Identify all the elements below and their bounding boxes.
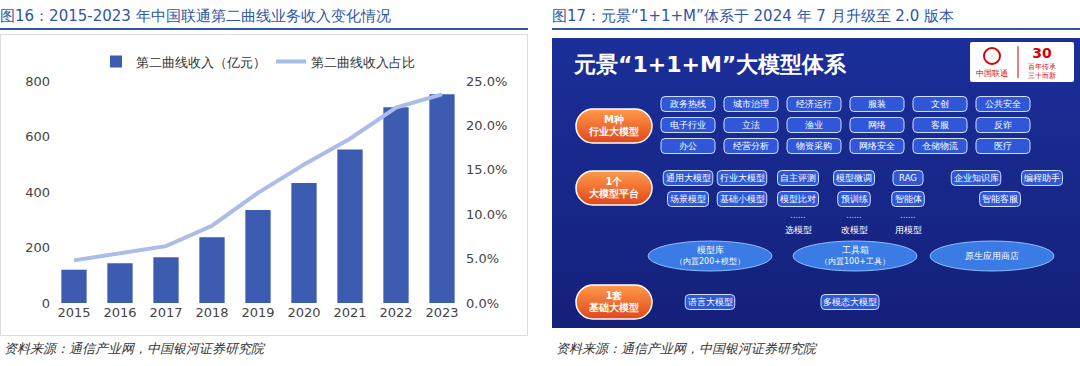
svg-text:1个: 1个 xyxy=(606,176,624,187)
svg-text:基础大模型: 基础大模型 xyxy=(588,302,639,313)
svg-text:RAG: RAG xyxy=(899,173,917,183)
svg-text:M种: M种 xyxy=(604,114,624,125)
html-text:图17：元景“1+1+M”体系于 2024 年 7 月升级至: 图17：元景“1+1+M”体系于 2024 年 7 月升级至 2.0 版本 xyxy=(552,7,954,25)
svg-text:5.0%: 5.0% xyxy=(466,251,499,266)
svg-text:2020: 2020 xyxy=(287,305,320,320)
svg-text:2018: 2018 xyxy=(195,305,228,320)
svg-text:自主评测: 自主评测 xyxy=(780,173,816,183)
svg-text:预训练: 预训练 xyxy=(841,194,868,204)
svg-text:工具箱: 工具箱 xyxy=(842,245,869,255)
svg-text:（内置200+模型）: （内置200+模型） xyxy=(675,257,745,266)
svg-text:反诈: 反诈 xyxy=(994,120,1012,130)
svg-text:智能体: 智能体 xyxy=(895,194,922,204)
svg-text:2015: 2015 xyxy=(57,305,90,320)
svg-text:公共安全: 公共安全 xyxy=(985,99,1021,109)
svg-text:（内置100+工具）: （内置100+工具） xyxy=(820,257,890,266)
svg-text:语言大模型: 语言大模型 xyxy=(688,297,733,307)
svg-text:......: ...... xyxy=(900,211,915,220)
svg-text:网络安全: 网络安全 xyxy=(859,141,895,151)
svg-text:模型库: 模型库 xyxy=(697,245,724,255)
html-text:图16：2015-2023 年中国联通第二曲线业务收入变化情: 图16：2015-2023 年中国联通第二曲线业务收入变化情况 xyxy=(0,7,391,25)
svg-text:元景“1+1+M”大模型体系: 元景“1+1+M”大模型体系 xyxy=(573,52,847,77)
svg-text:行业大模型: 行业大模型 xyxy=(720,173,765,183)
svg-text:企业知识库: 企业知识库 xyxy=(954,173,999,183)
svg-text:25.0%: 25.0% xyxy=(466,74,507,89)
svg-text:模型比对: 模型比对 xyxy=(780,194,816,204)
svg-text:电子行业: 电子行业 xyxy=(670,120,706,130)
svg-text:用模型: 用模型 xyxy=(895,225,922,235)
svg-text:第二曲线收入占比: 第二曲线收入占比 xyxy=(311,55,415,70)
svg-text:大模型平台: 大模型平台 xyxy=(588,188,639,199)
svg-text:10.0%: 10.0% xyxy=(466,207,507,222)
svg-text:15.0%: 15.0% xyxy=(466,162,507,177)
svg-text:客服: 客服 xyxy=(931,120,949,130)
svg-text:0: 0 xyxy=(42,296,50,311)
html-text:资料来源：通信产业网，中国银河证券研究院: 资料来源：通信产业网，中国银河证券研究院 xyxy=(4,341,264,356)
svg-text:医疗: 医疗 xyxy=(994,141,1012,151)
svg-text:服装: 服装 xyxy=(868,99,886,109)
svg-text:网络: 网络 xyxy=(868,120,886,130)
svg-text:办公: 办公 xyxy=(679,141,697,151)
svg-text:政务热线: 政务热线 xyxy=(670,99,706,109)
svg-text:800: 800 xyxy=(25,74,50,89)
svg-text:......: ...... xyxy=(790,211,805,220)
svg-text:经济运行: 经济运行 xyxy=(796,99,832,109)
svg-text:2023: 2023 xyxy=(425,305,458,320)
svg-text:智能客服: 智能客服 xyxy=(982,194,1018,204)
svg-text:物资采购: 物资采购 xyxy=(796,141,832,151)
svg-text:行业大模型: 行业大模型 xyxy=(588,126,639,137)
svg-text:城市治理: 城市治理 xyxy=(732,99,769,109)
svg-text:立法: 立法 xyxy=(742,120,760,130)
svg-text:1套: 1套 xyxy=(606,290,623,301)
svg-text:600: 600 xyxy=(25,129,50,144)
svg-text:渔业: 渔业 xyxy=(805,120,823,130)
svg-text:三十而新: 三十而新 xyxy=(1028,72,1056,80)
svg-text:2017: 2017 xyxy=(149,305,182,320)
svg-text:......: ...... xyxy=(846,211,861,220)
svg-text:百年传承: 百年传承 xyxy=(1028,63,1056,71)
svg-text:选模型: 选模型 xyxy=(785,225,812,235)
svg-text:30: 30 xyxy=(1032,45,1052,61)
svg-text:场景模型: 场景模型 xyxy=(669,194,706,204)
svg-text:原生应用商店: 原生应用商店 xyxy=(965,251,1019,261)
svg-text:2021: 2021 xyxy=(333,305,366,320)
svg-text:400: 400 xyxy=(25,185,50,200)
svg-text:20.0%: 20.0% xyxy=(466,118,507,133)
svg-text:模型微调: 模型微调 xyxy=(836,173,872,183)
svg-text:改模型: 改模型 xyxy=(841,225,868,235)
svg-text:第二曲线收入（亿元）: 第二曲线收入（亿元） xyxy=(136,55,266,70)
svg-text:2022: 2022 xyxy=(379,305,412,320)
svg-text:中国联通: 中国联通 xyxy=(976,69,1008,78)
svg-text:基础小模型: 基础小模型 xyxy=(720,194,765,204)
svg-text:2019: 2019 xyxy=(241,305,274,320)
svg-text:编程助手: 编程助手 xyxy=(1024,173,1060,183)
svg-text:2016: 2016 xyxy=(103,305,136,320)
svg-text:200: 200 xyxy=(25,240,50,255)
svg-text:文创: 文创 xyxy=(931,99,949,109)
html-text:资料来源：通信产业网，中国银河证券研究院: 资料来源：通信产业网，中国银河证券研究院 xyxy=(556,341,816,356)
svg-text:通用大模型: 通用大模型 xyxy=(666,173,711,183)
svg-text:仓储物流: 仓储物流 xyxy=(922,141,958,151)
svg-text:经营分析: 经营分析 xyxy=(733,141,769,151)
svg-text:0.0%: 0.0% xyxy=(466,296,499,311)
svg-text:多模态大模型: 多模态大模型 xyxy=(823,297,877,307)
